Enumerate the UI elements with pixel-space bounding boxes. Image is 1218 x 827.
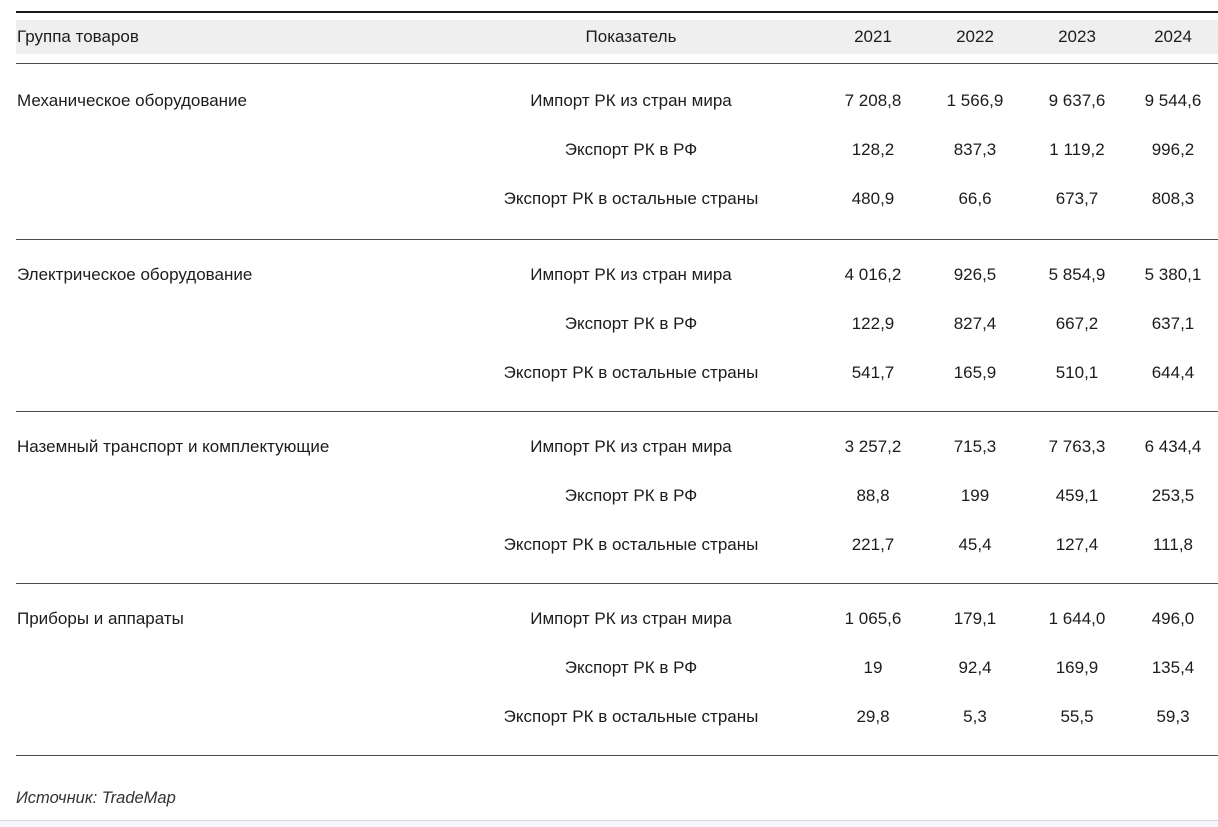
table-row: Экспорт РК в остальные страны 221,7 45,4… xyxy=(16,521,1218,570)
table-header: Группа товаров Показатель 2021 2022 2023… xyxy=(16,13,1218,64)
table-row: Экспорт РК в РФ 88,8 199 459,1 253,5 xyxy=(16,472,1218,521)
value-2022: 1 566,9 xyxy=(946,91,1004,111)
table-row: Приборы и аппараты Импорт РК из стран ми… xyxy=(16,595,1218,644)
group-electrical-equipment: Электрическое оборудование Импорт РК из … xyxy=(16,240,1218,412)
table-header-row: Группа товаров Показатель 2021 2022 2023… xyxy=(16,20,1218,54)
group-instruments-apparatus: Приборы и аппараты Импорт РК из стран ми… xyxy=(16,584,1218,756)
col-header-2024: 2024 xyxy=(1154,26,1192,46)
value-2022: 179,1 xyxy=(953,609,997,629)
value-2022: 66,6 xyxy=(958,189,992,209)
indicator-label: Экспорт РК в РФ xyxy=(564,314,698,334)
value-2021: 541,7 xyxy=(851,363,895,383)
data-table: Группа товаров Показатель 2021 2022 2023… xyxy=(16,11,1218,756)
value-2024: 5 380,1 xyxy=(1144,265,1202,285)
indicator-label: Импорт РК из стран мира xyxy=(530,609,732,629)
value-2023: 9 637,6 xyxy=(1048,91,1106,111)
value-2021: 29,8 xyxy=(856,707,890,727)
group-mechanical-equipment: Механическое оборудование Импорт РК из с… xyxy=(16,64,1218,240)
value-2022: 827,4 xyxy=(953,314,997,334)
value-2022: 715,3 xyxy=(953,437,997,457)
value-2023: 1 644,0 xyxy=(1048,609,1106,629)
value-2024: 6 434,4 xyxy=(1144,437,1202,457)
group-name: Приборы и аппараты xyxy=(17,609,184,629)
table-row: Механическое оборудование Импорт РК из с… xyxy=(16,77,1218,126)
value-2022: 837,3 xyxy=(953,140,997,160)
group-name: Электрическое оборудование xyxy=(17,265,253,285)
indicator-label: Экспорт РК в остальные страны xyxy=(503,535,759,555)
indicator-label: Экспорт РК в остальные страны xyxy=(503,189,759,209)
value-2021: 7 208,8 xyxy=(844,91,902,111)
value-2024: 59,3 xyxy=(1156,707,1190,727)
indicator-label: Экспорт РК в остальные страны xyxy=(503,707,759,727)
table-row: Экспорт РК в РФ 122,9 827,4 667,2 637,1 xyxy=(16,300,1218,349)
value-2023: 5 854,9 xyxy=(1048,265,1106,285)
indicator-label: Экспорт РК в РФ xyxy=(564,658,698,678)
col-header-2021: 2021 xyxy=(854,26,892,46)
value-2024: 808,3 xyxy=(1151,189,1195,209)
value-2022: 5,3 xyxy=(963,707,987,727)
table-row: Наземный транспорт и комплектующие Импор… xyxy=(16,423,1218,472)
indicator-label: Импорт РК из стран мира xyxy=(530,91,732,111)
value-2024: 9 544,6 xyxy=(1144,91,1202,111)
value-2021: 122,9 xyxy=(851,314,895,334)
table-row: Экспорт РК в РФ 19 92,4 169,9 135,4 xyxy=(16,644,1218,693)
indicator-label: Экспорт РК в остальные страны xyxy=(503,363,759,383)
col-header-2022: 2022 xyxy=(956,26,994,46)
value-2021: 3 257,2 xyxy=(844,437,902,457)
value-2022: 199 xyxy=(960,486,990,506)
value-2022: 165,9 xyxy=(953,363,997,383)
value-2022: 45,4 xyxy=(958,535,992,555)
value-2021: 480,9 xyxy=(851,189,895,209)
table-row: Электрическое оборудование Импорт РК из … xyxy=(16,251,1218,300)
value-2024: 111,8 xyxy=(1152,535,1194,555)
indicator-label: Импорт РК из стран мира xyxy=(530,265,732,285)
value-2023: 7 763,3 xyxy=(1048,437,1106,457)
group-name: Наземный транспорт и комплектующие xyxy=(17,437,330,457)
indicator-label: Экспорт РК в РФ xyxy=(564,140,698,160)
value-2023: 127,4 xyxy=(1055,535,1099,555)
table-row: Экспорт РК в остальные страны 29,8 5,3 5… xyxy=(16,693,1218,742)
value-2021: 88,8 xyxy=(856,486,890,506)
col-header-2023: 2023 xyxy=(1058,26,1096,46)
value-2023: 667,2 xyxy=(1055,314,1099,334)
value-2023: 1 119,2 xyxy=(1049,140,1105,160)
value-2021: 19 xyxy=(863,658,883,678)
value-2023: 169,9 xyxy=(1055,658,1099,678)
table-row: Экспорт РК в остальные страны 541,7 165,… xyxy=(16,349,1218,398)
value-2023: 459,1 xyxy=(1055,486,1099,506)
widget-bottom-edge xyxy=(0,820,1218,827)
value-2023: 510,1 xyxy=(1055,363,1099,383)
value-2021: 4 016,2 xyxy=(844,265,902,285)
value-2022: 926,5 xyxy=(953,265,997,285)
group-ground-transport: Наземный транспорт и комплектующие Импор… xyxy=(16,412,1218,584)
value-2024: 135,4 xyxy=(1151,658,1195,678)
indicator-label: Импорт РК из стран мира xyxy=(530,437,732,457)
table-row: Экспорт РК в РФ 128,2 837,3 1 119,2 996,… xyxy=(16,126,1218,175)
value-2023: 55,5 xyxy=(1060,707,1094,727)
value-2022: 92,4 xyxy=(958,658,992,678)
value-2024: 996,2 xyxy=(1151,140,1195,160)
table-row: Экспорт РК в остальные страны 480,9 66,6… xyxy=(16,175,1218,224)
col-header-indicator: Показатель xyxy=(585,26,677,46)
value-2024: 253,5 xyxy=(1151,486,1195,506)
indicator-label: Экспорт РК в РФ xyxy=(564,486,698,506)
col-header-product-group: Группа товаров xyxy=(17,26,139,46)
value-2024: 637,1 xyxy=(1151,314,1195,334)
value-2021: 221,7 xyxy=(851,535,895,555)
source-note: Источник: TradeMap xyxy=(16,789,176,807)
value-2024: 496,0 xyxy=(1151,609,1195,629)
value-2021: 1 065,6 xyxy=(844,609,902,629)
value-2024: 644,4 xyxy=(1151,363,1195,383)
value-2023: 673,7 xyxy=(1055,189,1099,209)
group-name: Механическое оборудование xyxy=(17,91,248,111)
value-2021: 128,2 xyxy=(851,140,895,160)
